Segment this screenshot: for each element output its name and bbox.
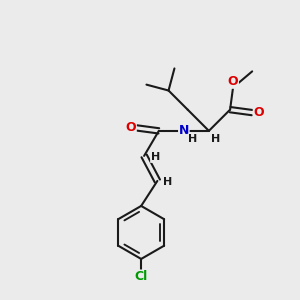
- Text: O: O: [253, 106, 264, 119]
- Text: O: O: [125, 122, 136, 134]
- Text: H: H: [151, 152, 160, 162]
- Text: O: O: [228, 75, 238, 88]
- Text: Cl: Cl: [134, 270, 148, 283]
- Text: H: H: [188, 134, 197, 144]
- Text: H: H: [211, 134, 220, 144]
- Text: N: N: [179, 124, 189, 137]
- Text: H: H: [163, 177, 172, 188]
